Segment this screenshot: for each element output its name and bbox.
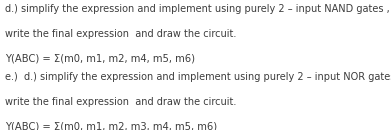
Text: d.) simplify the expression and implement using purely 2 – input NAND gates ,: d.) simplify the expression and implemen…: [5, 4, 390, 14]
Text: Y(ABC) = Σ(m0, m1, m2, m4, m5, m6): Y(ABC) = Σ(m0, m1, m2, m4, m5, m6): [5, 53, 195, 63]
Text: write the final expression  and draw the circuit.: write the final expression and draw the …: [5, 29, 237, 39]
Text: write the final expression  and draw the circuit.: write the final expression and draw the …: [5, 97, 237, 107]
Text: Y(ABC) = Σ(m0, m1, m2, m3, m4, m5, m6): Y(ABC) = Σ(m0, m1, m2, m3, m4, m5, m6): [5, 122, 217, 130]
Text: e.)  d.) simplify the expression and implement using purely 2 – input NOR gates : e.) d.) simplify the expression and impl…: [5, 73, 391, 83]
